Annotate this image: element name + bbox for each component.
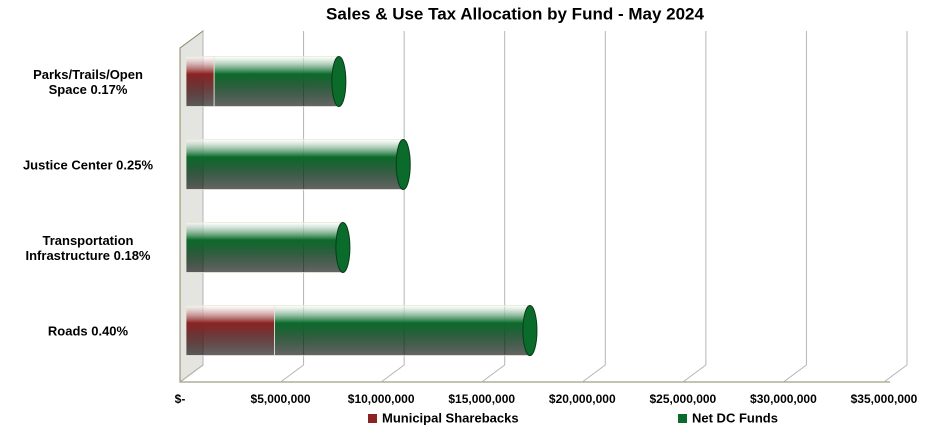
grid-floor <box>179 364 204 383</box>
bar-group <box>274 305 531 356</box>
bar-cap <box>331 56 347 107</box>
y-tick-label: Roads 0.40% <box>47 323 129 338</box>
bar-cap <box>395 139 411 190</box>
x-tick-label: $25,000,000 <box>649 392 716 406</box>
bar-group <box>185 305 275 356</box>
y-tick-label: Transportation Infrastructure 0.18% <box>25 232 151 263</box>
bar-group <box>185 222 344 273</box>
bar-group <box>185 56 215 107</box>
x-tick-label: $30,000,000 <box>750 392 817 406</box>
bar <box>185 139 404 190</box>
bar-group <box>213 56 340 107</box>
grid-floor <box>280 364 304 383</box>
bar-group <box>185 139 404 190</box>
bar <box>274 305 531 356</box>
grid-floor <box>883 364 908 383</box>
x-tick-label: $5,000,000 <box>251 392 311 406</box>
grid-floor <box>581 364 606 383</box>
legend-swatch <box>368 414 377 423</box>
y-tick-label: Justice Center 0.25% <box>22 157 154 172</box>
bar <box>185 305 275 356</box>
bar <box>185 56 215 107</box>
grid-floor <box>682 364 707 383</box>
legend-label: Net DC Funds <box>692 410 778 425</box>
grid-floor <box>481 364 506 383</box>
legend-swatch <box>678 414 687 423</box>
chart-title: Sales & Use Tax Allocation by Fund - May… <box>326 4 704 23</box>
bar <box>185 222 344 273</box>
x-tick-label: $20,000,000 <box>549 392 616 406</box>
y-tick-label: Parks/Trails/Open Space 0.17% <box>33 66 143 97</box>
bar-cap <box>522 305 538 356</box>
grid-floor <box>783 364 807 383</box>
grid-floor <box>380 364 405 383</box>
x-tick-label: $10,000,000 <box>348 392 415 406</box>
x-tick-label: $- <box>175 392 186 406</box>
bar-cap <box>335 222 351 273</box>
x-tick-label: $15,000,000 <box>448 392 515 406</box>
bar <box>213 56 340 107</box>
legend-label: Municipal Sharebacks <box>382 410 519 425</box>
x-tick-label: $35,000,000 <box>851 392 918 406</box>
